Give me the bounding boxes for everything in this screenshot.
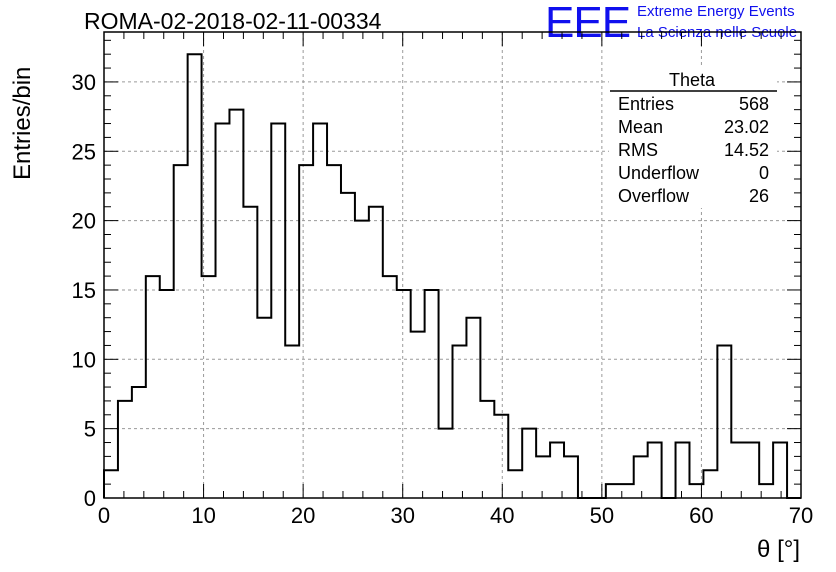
y-tick-label: 20 bbox=[72, 209, 96, 234]
y-axis-label: Entries/bin bbox=[9, 67, 36, 180]
x-tick-label: 50 bbox=[590, 503, 614, 528]
x-tick-labels: 0 10 20 30 40 50 60 70 bbox=[98, 503, 813, 528]
y-tick-label: 0 bbox=[84, 486, 96, 511]
x-tick-label: 20 bbox=[291, 503, 315, 528]
y-tick-label: 10 bbox=[72, 347, 96, 372]
stats-row-value: 14.52 bbox=[724, 140, 769, 160]
stats-box-title: Theta bbox=[669, 70, 716, 90]
stats-row-value: 0 bbox=[759, 163, 769, 183]
x-tick-label: 0 bbox=[98, 503, 110, 528]
stats-row-label: Mean bbox=[618, 117, 663, 137]
y-tick-label: 30 bbox=[72, 70, 96, 95]
x-tick-label: 30 bbox=[390, 503, 414, 528]
stats-row-value: 23.02 bbox=[724, 117, 769, 137]
y-tick-labels: 0 5 10 15 20 25 30 bbox=[72, 70, 96, 511]
stats-row-label: Underflow bbox=[618, 163, 700, 183]
x-axis-label: θ [°] bbox=[757, 536, 800, 563]
stats-row-label: Overflow bbox=[618, 186, 690, 206]
histogram-outline bbox=[103, 53, 801, 499]
x-tick-label: 60 bbox=[689, 503, 713, 528]
stats-row-value: 26 bbox=[749, 186, 769, 206]
chart-title: ROMA-02-2018-02-11-00334 bbox=[84, 8, 382, 34]
eee-logo-line1: Extreme Energy Events bbox=[637, 3, 795, 20]
x-tick-label: 10 bbox=[191, 503, 215, 528]
stats-row-label: RMS bbox=[618, 140, 658, 160]
stats-box: Theta Entries 568 Mean 23.02 RMS 14.52 Underfl… bbox=[609, 66, 777, 208]
y-tick-label: 5 bbox=[84, 417, 96, 442]
y-tick-label: 25 bbox=[72, 139, 96, 164]
y-tick-label: 15 bbox=[72, 278, 96, 303]
x-tick-label: 40 bbox=[490, 503, 514, 528]
stats-row-value: 568 bbox=[739, 94, 769, 114]
plot-frame bbox=[103, 31, 802, 499]
stats-row-label: Entries bbox=[618, 94, 674, 114]
stats-rows: Entries 568 Mean 23.02 RMS 14.52 Underflow 0 Ove… bbox=[618, 94, 769, 206]
eee-logo-mark: EEE bbox=[545, 0, 631, 47]
x-tick-label: 70 bbox=[789, 503, 813, 528]
